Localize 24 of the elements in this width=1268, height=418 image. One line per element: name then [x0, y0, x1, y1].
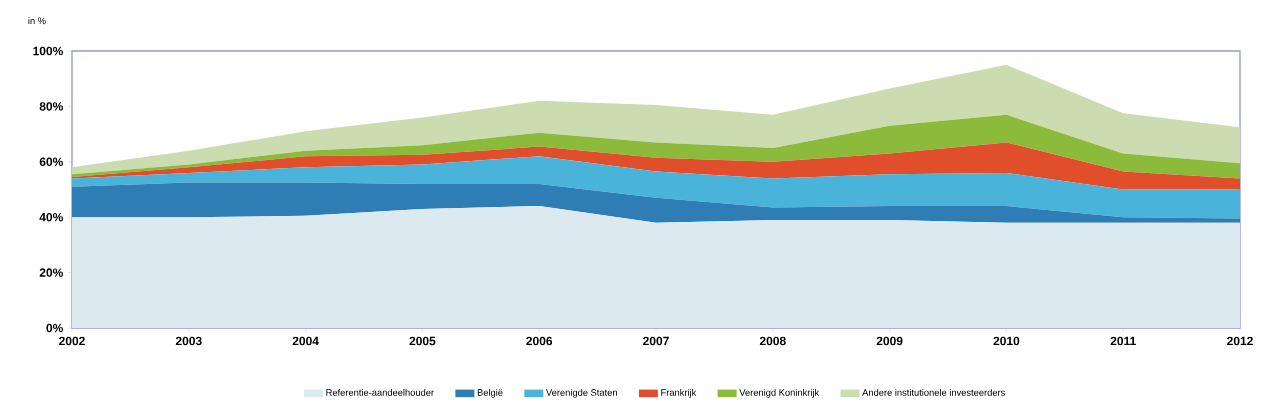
- legend-label: Referentie-aandeelhouder: [326, 389, 434, 396]
- legend-label: België: [477, 389, 503, 398]
- legend-label: Andere institutionele investeerders: [862, 389, 1005, 396]
- y-tick-label: 20%: [39, 268, 63, 277]
- y-tick-label: 0%: [46, 323, 63, 333]
- x-tick-label: 2007: [643, 336, 669, 346]
- y-tick-label: 40%: [39, 212, 63, 222]
- y-tick-label: 80%: [39, 102, 63, 111]
- x-tick-label: 2009: [876, 336, 903, 346]
- x-tick-label: 2008: [759, 336, 786, 346]
- legend-label: Verenigd Koninkrijk: [739, 389, 820, 398]
- legend-label: Verenigde Staten: [546, 389, 617, 398]
- x-tick-label: 2012: [1227, 336, 1253, 346]
- x-tick-label: 2006: [526, 336, 553, 346]
- x-tick-label: 2010: [993, 336, 1020, 346]
- legend-label: Frankrijk: [661, 389, 697, 398]
- y-axis-title: in %: [28, 17, 46, 25]
- x-tick-label: 2011: [1110, 336, 1136, 346]
- x-tick-label: 2004: [292, 336, 319, 346]
- x-tick-label: 2003: [175, 336, 202, 346]
- y-tick-label: 100%: [33, 46, 63, 56]
- y-tick-label: 60%: [39, 157, 63, 167]
- x-tick-label: 2002: [59, 336, 85, 346]
- x-tick-label: 2005: [409, 336, 436, 346]
